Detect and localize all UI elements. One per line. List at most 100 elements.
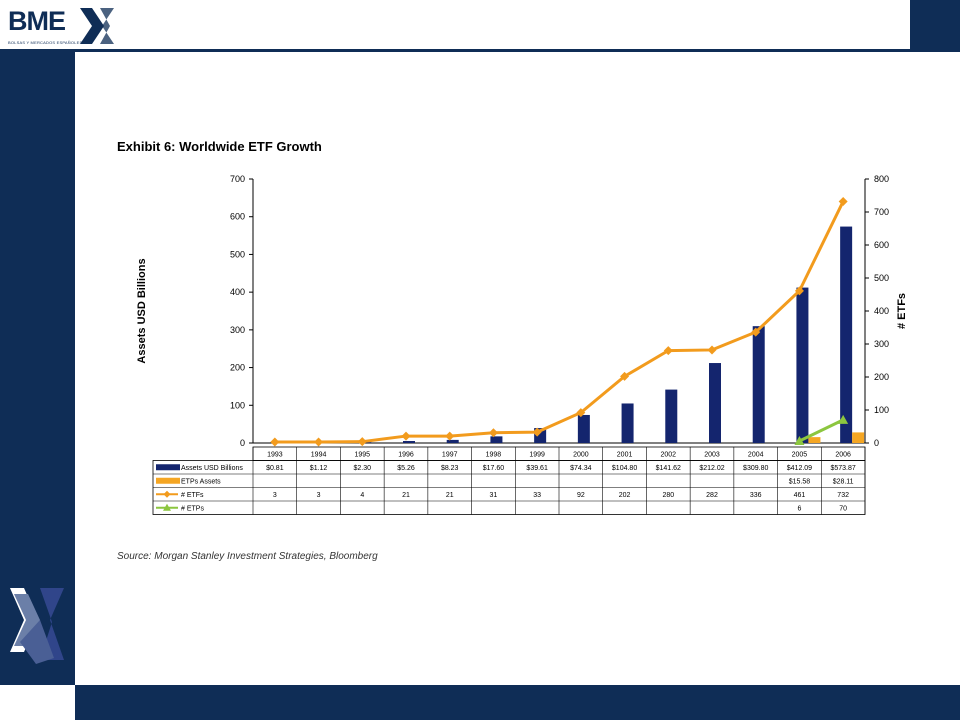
- table-cell: $15.58: [789, 478, 811, 485]
- bar-etps-assets-2006: [852, 432, 865, 443]
- table-cell: 280: [662, 492, 674, 499]
- table-cell: 3: [273, 492, 277, 499]
- left-sidebar-bar: [0, 52, 75, 720]
- table-cell: $17.60: [483, 465, 505, 472]
- bar-assets-2003: [709, 363, 721, 443]
- etps-point-2006: [838, 414, 849, 424]
- table-cell: $412.09: [787, 465, 812, 472]
- y-tick-label: 0: [240, 438, 245, 448]
- etps-line: [798, 418, 844, 443]
- table-year-1993: 1993: [267, 452, 283, 459]
- y2-tick-label: 0: [874, 438, 879, 448]
- table-cell: 732: [837, 492, 849, 499]
- y2-axis-title: # ETFs: [896, 293, 908, 329]
- left-bottom-gap: [0, 685, 75, 720]
- y2-tick-label: 100: [874, 405, 889, 415]
- table-cell: 21: [446, 492, 454, 499]
- legend-marker-2: [163, 490, 171, 498]
- decorative-x-icon: [10, 588, 64, 664]
- etfs-point-2001: [620, 371, 630, 381]
- y-tick-label: 600: [230, 212, 245, 222]
- logo-subtext: BOLSAS Y MERCADOS ESPAÑOLES: [8, 40, 83, 45]
- etfs-line: [274, 200, 845, 444]
- legend-label-0: Assets USD Billions: [181, 465, 243, 472]
- table-year-1998: 1998: [486, 452, 502, 459]
- table-cell: $1.12: [310, 465, 328, 472]
- table-cell: $141.62: [656, 465, 681, 472]
- table-year-2001: 2001: [617, 452, 633, 459]
- table-cell: $5.26: [397, 465, 415, 472]
- table-cell: $212.02: [699, 465, 724, 472]
- source-note: Source: Morgan Stanley Investment Strate…: [117, 551, 378, 562]
- y-tick-label: 300: [230, 325, 245, 335]
- logo-x-icon: [80, 8, 114, 44]
- bar-assets-1997: [446, 439, 459, 443]
- table-year-2006: 2006: [835, 452, 851, 459]
- table-cell: $309.80: [743, 465, 768, 472]
- table-year-2002: 2002: [660, 452, 676, 459]
- etfs-point-2002: [663, 346, 673, 356]
- table-cell: $573.87: [830, 465, 855, 472]
- table-year-1994: 1994: [311, 452, 327, 459]
- y-tick-label: 700: [230, 174, 245, 184]
- y2-tick-label: 700: [874, 207, 889, 217]
- table-cell: 6: [797, 505, 801, 512]
- y2-tick-label: 200: [874, 372, 889, 382]
- etfs-point-1996: [401, 431, 411, 441]
- table-year-1999: 1999: [529, 452, 545, 459]
- logo-text: BME: [8, 6, 66, 36]
- table-year-2005: 2005: [792, 452, 808, 459]
- etfs-point-1997: [445, 431, 455, 441]
- table-cell: 33: [533, 492, 541, 499]
- y2-tick-label: 300: [874, 339, 889, 349]
- y2-tick-label: 800: [874, 174, 889, 184]
- table-year-2003: 2003: [704, 452, 720, 459]
- bar-assets-1996: [403, 441, 415, 443]
- table-cell: $104.80: [612, 465, 637, 472]
- bar-assets-2000: [577, 414, 590, 443]
- y-tick-label: 100: [230, 400, 245, 410]
- bar-assets-2001: [621, 403, 634, 443]
- bar-assets-2005: [796, 287, 809, 443]
- etfs-point-2004: [751, 327, 761, 337]
- bar-assets-1998: [490, 436, 503, 443]
- legend-swatch-0: [156, 464, 180, 471]
- etfs-point-1994: [314, 437, 324, 447]
- etfs-point-2005: [794, 286, 804, 296]
- header-bar: [0, 0, 960, 52]
- bar-assets-2004: [752, 326, 765, 443]
- etfs-point-1993: [270, 437, 280, 447]
- bar-assets-2006: [840, 226, 853, 443]
- etfs-point-2000: [576, 408, 586, 418]
- table-cell: $2.30: [354, 465, 372, 472]
- etfs-point-1998: [488, 428, 498, 438]
- table-cell: $0.81: [266, 465, 284, 472]
- legend-swatch-1: [156, 477, 180, 484]
- table-year-2000: 2000: [573, 452, 589, 459]
- header-corner-block: [910, 0, 960, 52]
- legend-label-3: # ETPs: [181, 505, 204, 512]
- legend-marker-3: [163, 503, 171, 511]
- table-year-1997: 1997: [442, 452, 458, 459]
- table-cell: 31: [490, 492, 498, 499]
- y-tick-label: 400: [230, 287, 245, 297]
- bme-logo[interactable]: BME BOLSAS Y MERCADOS ESPAÑOLES: [8, 4, 118, 48]
- footer-bar: [75, 685, 960, 720]
- etfs-point-2006: [838, 196, 848, 206]
- y-axis-title: Assets USD Billions: [136, 258, 148, 363]
- y2-tick-label: 500: [874, 273, 889, 283]
- y-tick-label: 500: [230, 249, 245, 259]
- table-cell: $8.23: [441, 465, 459, 472]
- exhibit-title: Exhibit 6: Worldwide ETF Growth: [117, 139, 322, 154]
- table-cell: 92: [577, 492, 585, 499]
- table-cell: $74.34: [570, 465, 592, 472]
- y-tick-label: 200: [230, 363, 245, 373]
- table-year-1996: 1996: [398, 452, 414, 459]
- table-cell: 70: [839, 505, 847, 512]
- etps-point-2005: [794, 436, 805, 446]
- table-year-2004: 2004: [748, 452, 764, 459]
- bar-assets-2002: [665, 389, 678, 443]
- table-cell: 336: [750, 492, 762, 499]
- legend-label-1: ETPs Assets: [181, 478, 221, 485]
- table-cell: 202: [619, 492, 631, 499]
